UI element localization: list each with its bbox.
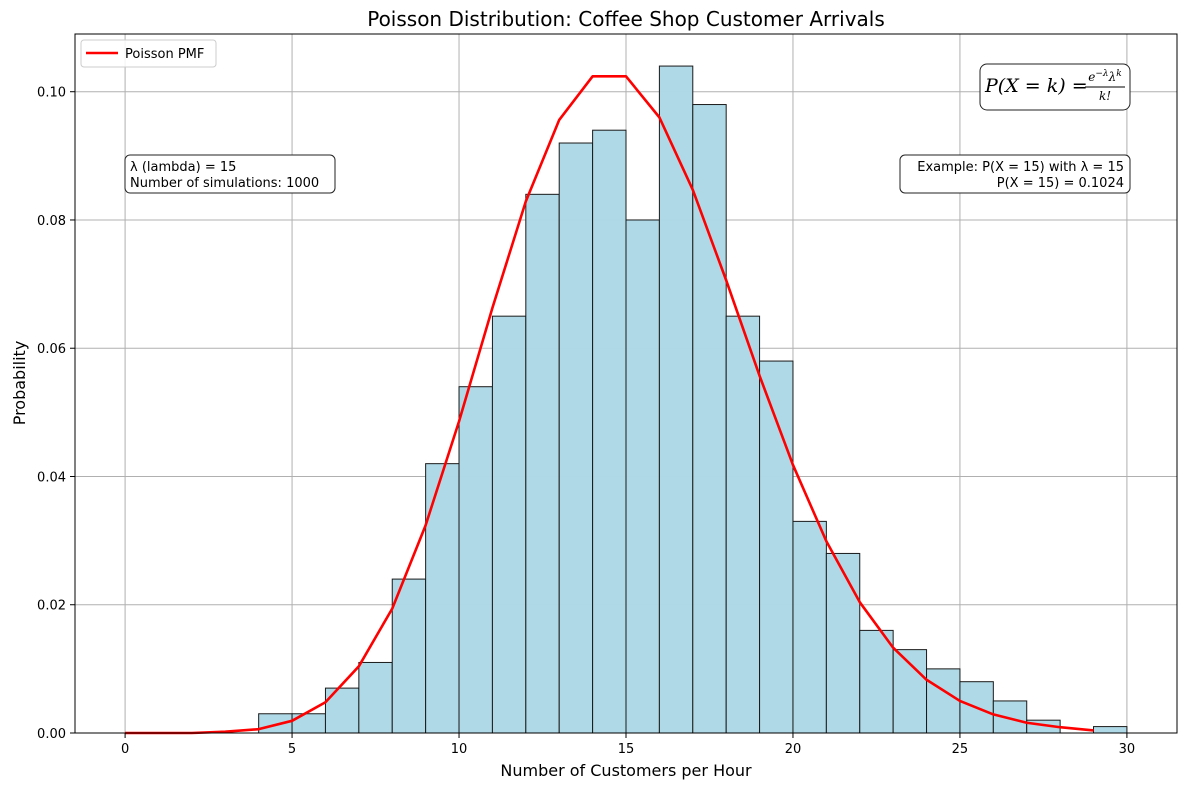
legend-label-poisson-pmf: Poisson PMF <box>125 47 204 62</box>
formula-box <box>979 63 1131 111</box>
y-axis-title: Probability <box>10 341 29 426</box>
histogram-bar <box>391 578 427 734</box>
histogram-bar <box>1093 726 1128 734</box>
histogram-bar <box>592 129 627 734</box>
histogram-bar <box>324 687 360 734</box>
y-tick-label: 0.04 <box>37 470 66 485</box>
parameters-annotation: λ (lambda) = 15 Number of simulations: 1… <box>124 154 336 194</box>
histogram-bar <box>658 65 694 734</box>
x-tick-label: 5 <box>288 742 296 757</box>
example-line1-text: Example: P(X = 15) with λ = 15 <box>917 160 1124 175</box>
x-tick-label: 15 <box>618 742 635 757</box>
parameters-box <box>124 154 336 194</box>
histogram-bar <box>926 668 961 734</box>
x-tick-label: 20 <box>785 742 802 757</box>
example-line2-text: P(X = 15) = 0.1024 <box>997 176 1124 191</box>
legend-box <box>80 39 217 68</box>
histogram-bar <box>825 552 861 734</box>
parameters-simulations-text: Number of simulations: 1000 <box>130 176 319 191</box>
histogram-bar <box>558 142 594 734</box>
x-axis-title: Number of Customers per Hour <box>500 761 752 780</box>
x-tick-label: 0 <box>121 742 129 757</box>
y-tick-label: 0.08 <box>37 214 66 229</box>
y-tick-label: 0.10 <box>37 86 66 101</box>
formula-lhs: P(X = k) = <box>984 75 1088 97</box>
x-tick-label: 25 <box>952 742 969 757</box>
legend: Poisson PMF <box>80 39 217 68</box>
y-tick-label: 0.02 <box>37 599 66 614</box>
pmf-line <box>125 75 1094 735</box>
histogram-bar <box>525 193 560 734</box>
histogram-bar <box>692 104 727 734</box>
x-axis-ticks: 0 5 10 15 20 25 30 <box>121 733 1135 757</box>
chart-title: Poisson Distribution: Coffee Shop Custom… <box>367 7 885 31</box>
y-axis-ticks: 0.00 0.02 0.04 0.06 0.08 0.10 <box>37 86 75 742</box>
histogram-bar <box>725 315 761 734</box>
histogram-bar <box>458 386 493 734</box>
histogram-bar <box>358 661 393 734</box>
histogram-bars <box>258 65 1128 734</box>
example-annotation: Example: P(X = 15) with λ = 15 P(X = 15)… <box>899 154 1131 194</box>
formula-annotation: P(X = k) = e−λλk k! <box>979 63 1131 111</box>
histogram-bar <box>859 629 894 734</box>
y-tick-label: 0.00 <box>37 727 66 742</box>
histogram-bar <box>425 463 460 734</box>
x-tick-label: 10 <box>451 742 468 757</box>
pmf-line-layer <box>125 75 1094 735</box>
formula-denominator: k! <box>1099 89 1111 103</box>
example-box <box>899 154 1131 194</box>
histogram-bar <box>491 315 527 734</box>
y-tick-label: 0.06 <box>37 342 66 357</box>
histogram-bar <box>792 520 827 734</box>
histogram-bar <box>625 219 660 734</box>
parameters-lambda-text: λ (lambda) = 15 <box>130 160 236 175</box>
x-tick-label: 30 <box>1119 742 1136 757</box>
